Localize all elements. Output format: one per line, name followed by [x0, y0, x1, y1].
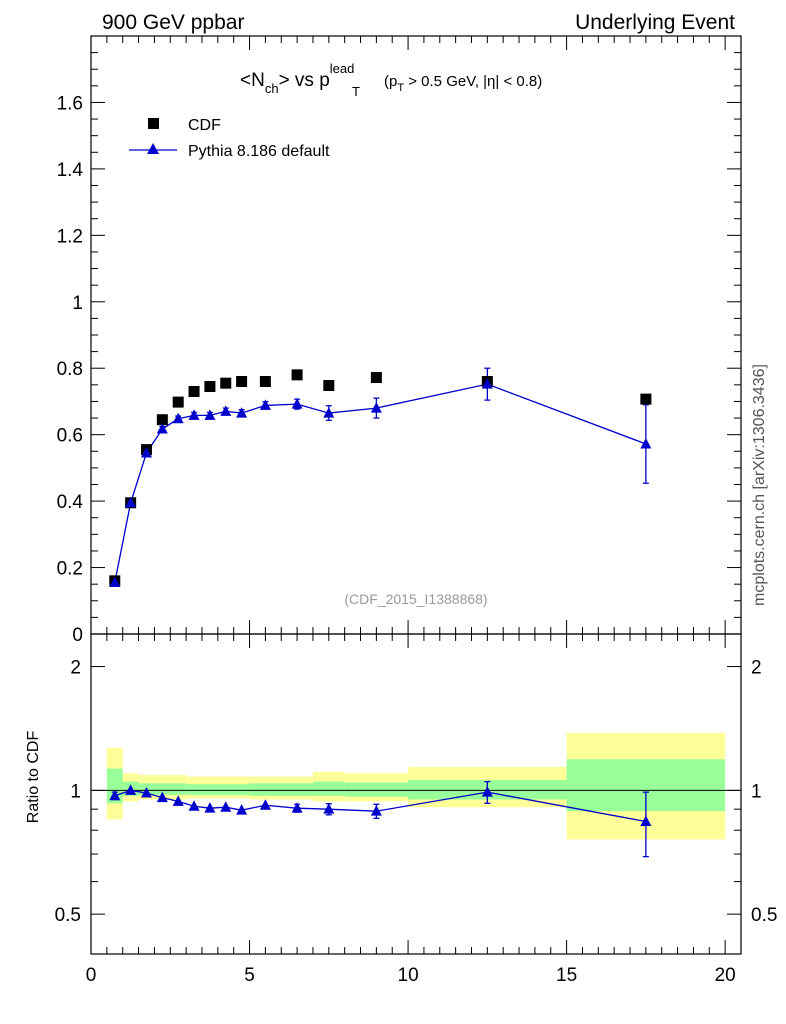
main-y-tick-label: 1.6: [57, 93, 83, 114]
legend-pythia-marker: [147, 143, 159, 154]
analysis-id-label: (CDF_2015_I1388868): [344, 591, 487, 607]
cdf-data-point: [188, 385, 200, 397]
ratio-inner-band: [186, 784, 250, 795]
main-y-tick-label: 1.2: [57, 226, 83, 247]
header-right-label: Underlying Event: [575, 11, 735, 34]
cdf-data-point: [220, 377, 232, 389]
cdf-data-point: [291, 369, 303, 381]
x-tick-label: 5: [244, 965, 255, 986]
cdf-data-point: [370, 372, 382, 384]
ratio-data-point: [259, 799, 271, 810]
ratio-data-point: [188, 800, 200, 811]
main-y-tick-label: 1: [72, 293, 83, 314]
title-cut-a: (p: [384, 73, 397, 90]
cdf-data-point: [259, 376, 271, 388]
ratio-data-point: [640, 815, 652, 826]
ratio-y-axis-label: Ratio to CDF: [25, 731, 42, 824]
legend-cdf-label: CDF: [188, 117, 221, 134]
pythia-data-point: [323, 407, 335, 418]
title-cut-b: > 0.5 GeV, |η| < 0.8): [404, 73, 542, 90]
main-series-layer: [109, 367, 652, 588]
x-tick-label: 10: [398, 965, 419, 986]
pythia-data-point: [125, 496, 137, 508]
ratio-y-tick-label-left: 1: [70, 781, 81, 802]
ratio-data-point: [204, 802, 216, 813]
pythia-data-point: [156, 423, 168, 434]
pythia-data-point: [481, 378, 493, 389]
ratio-inner-band: [312, 781, 345, 796]
main-y-tick-label: 0.8: [57, 359, 83, 380]
title-lhs-sub2: T: [352, 84, 360, 99]
cdf-data-point: [172, 396, 184, 408]
pythia-data-point: [259, 399, 271, 410]
ratio-axis-ticks: 0.5 0.51 12 20 5 10 15 20: [55, 634, 777, 986]
main-y-tick-label: 0.6: [57, 426, 83, 447]
legend: CDF Pythia 8.186 default: [129, 117, 330, 160]
pythia-data-point: [370, 402, 382, 413]
ratio-inner-band: [249, 783, 313, 796]
main-y-tick-label: 0: [72, 625, 83, 646]
x-tick-label: 0: [86, 965, 97, 986]
x-tick-label: 15: [556, 965, 577, 986]
ratio-y-tick-label-right: 2: [751, 658, 762, 679]
ratio-y-tick-label-left: 0.5: [55, 905, 81, 926]
ratio-data-point: [481, 786, 493, 797]
title-lhs-sup: lead: [330, 61, 355, 76]
ratio-data-point: [236, 804, 248, 815]
main-axis-ticks: 0 0.2 0.4 0.6 0.8 1 1.2 1.4 1.6: [57, 35, 741, 646]
mcplots-side-label: mcplots.cern.ch [arXiv:1306.3436]: [751, 364, 768, 606]
ratio-y-tick-label-right: 1: [751, 781, 762, 802]
ratio-plot-panel: 0.5 0.51 12 20 5 10 15 20 Ratio to CDF: [25, 633, 777, 986]
main-y-tick-label: 0.2: [57, 559, 83, 580]
x-tick-label: 20: [715, 965, 736, 986]
pythia-data-point: [291, 398, 303, 409]
title-lhs-sub: ch: [265, 81, 279, 96]
cdf-data-point: [204, 380, 216, 392]
ratio-data-point: [125, 784, 137, 795]
ratio-inner-band: [344, 782, 409, 797]
pythia-data-point: [204, 409, 216, 420]
title-lhs-b: > vs p: [279, 70, 330, 91]
pythia-data-point: [236, 407, 248, 418]
ratio-inner-band: [138, 783, 187, 795]
pythia-data-point: [172, 412, 184, 424]
main-y-tick-label: 1.4: [57, 160, 84, 181]
legend-pythia-label: Pythia 8.186 default: [188, 143, 330, 160]
cdf-data-point: [640, 393, 652, 405]
ratio-data-point: [220, 801, 232, 812]
ratio-uncertainty-bands: [106, 732, 726, 840]
ratio-y-tick-label-right: 0.5: [751, 905, 777, 926]
ratio-data-point: [370, 805, 382, 816]
pythia-data-point: [109, 576, 121, 588]
ratio-data-point: [140, 787, 152, 798]
title-lhs-a: <N: [240, 70, 265, 91]
title-cut-sub: T: [397, 82, 404, 94]
pythia-data-point: [220, 405, 232, 416]
ratio-data-point: [172, 795, 184, 806]
ratio-data-point: [323, 803, 335, 814]
pythia-data-point: [188, 409, 200, 420]
plot-title: <Nch> vs plead T(pT > 0.5 GeV, |η| < 0.8): [240, 61, 542, 99]
cdf-data-point: [323, 379, 335, 391]
main-plot-panel: 00.20.40.60.811.21.41.6 <Nch> vs plead T(…: [57, 35, 742, 646]
ratio-data-point: [291, 802, 303, 813]
header-left-label: 900 GeV ppbar: [102, 11, 244, 34]
legend-cdf-marker: [148, 118, 159, 129]
ratio-plot-frame: [90, 633, 742, 955]
cdf-data-point: [236, 376, 248, 388]
main-y-tick-label: 0.4: [57, 492, 84, 513]
cdf-data-point: [156, 414, 168, 426]
pythia-data-point: [140, 446, 152, 458]
ratio-y-tick-label-left: 2: [70, 658, 81, 679]
ratio-data-point: [109, 789, 121, 801]
ratio-data-point: [156, 791, 168, 803]
ratio-series-layer: [109, 780, 652, 858]
pythia-data-point: [640, 437, 652, 449]
